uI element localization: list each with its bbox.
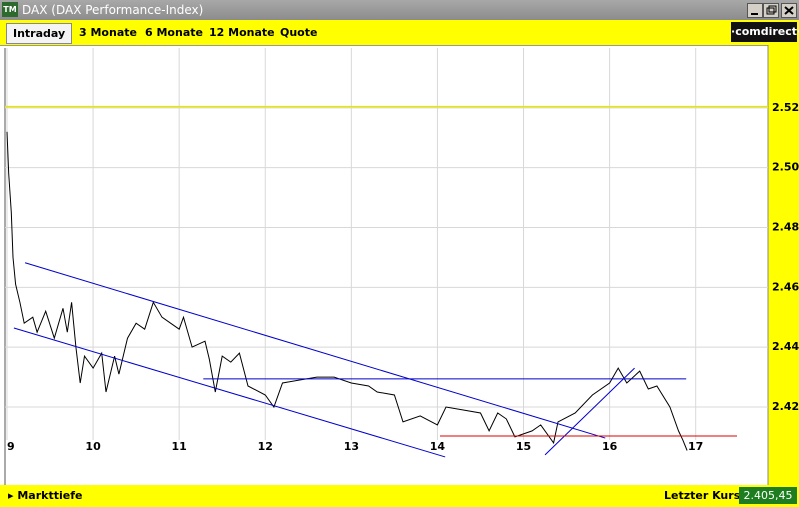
x-tick-label: 13 <box>344 440 359 453</box>
x-tick-label: 11 <box>172 440 187 453</box>
market-depth-label: Markttiefe <box>17 489 83 502</box>
y-tick-label: 2.440 <box>772 340 799 353</box>
x-tick-label: 14 <box>430 440 446 453</box>
plot-area <box>5 48 768 485</box>
price-line <box>6 131 688 451</box>
trend-line <box>13 327 446 458</box>
tab[interactable]: Intraday <box>6 23 73 44</box>
last-price-label: Letzter Kurs <box>664 489 741 502</box>
tab-bar: Intraday 3 Monate 6 Monate 12 Monate Quote ·… <box>0 20 799 46</box>
tab[interactable]: 6 Monate <box>145 26 203 39</box>
y-tick-label: 2.420 <box>772 400 799 413</box>
y-axis-panel <box>768 45 799 485</box>
x-tick-label: 16 <box>602 440 618 453</box>
x-tick-label: 9 <box>7 440 15 453</box>
x-tick-label: 10 <box>85 440 101 453</box>
trend-line <box>544 367 635 456</box>
last-price-value: 2.405,45 <box>739 487 797 504</box>
close-button[interactable] <box>781 3 797 18</box>
restore-button[interactable] <box>763 3 779 18</box>
title-bar: TM DAX (DAX Performance-Index) <box>0 0 799 20</box>
logo-text: comdirect <box>735 25 798 38</box>
trend-line <box>24 262 606 439</box>
chart: 2.420 2.440 2.460 2.480 2.500 2.520 9 10 11 12 13 1… <box>4 45 799 485</box>
tab[interactable]: 12 Monate <box>209 26 275 39</box>
y-tick-label: 2.500 <box>772 161 799 174</box>
y-tick-label: 2.480 <box>772 220 799 233</box>
x-tick-label: 12 <box>258 440 273 453</box>
tab[interactable]: Quote <box>280 26 318 39</box>
y-tick-label: 2.520 <box>772 101 799 114</box>
tab[interactable]: 3 Monate <box>79 26 137 39</box>
app-icon: TM <box>2 2 18 17</box>
minimize-button[interactable] <box>747 3 763 18</box>
logo: ·comdirect· <box>731 22 799 42</box>
status-bar: ▸ Markttiefe Letzter Kurs 2.405,45 <box>0 485 799 507</box>
market-depth-button[interactable]: ▸ Markttiefe <box>8 489 83 502</box>
window-title: DAX (DAX Performance-Index) <box>22 3 204 17</box>
x-tick-label: 17 <box>688 440 703 453</box>
x-tick-label: 15 <box>516 440 531 453</box>
y-tick-label: 2.460 <box>772 280 799 293</box>
